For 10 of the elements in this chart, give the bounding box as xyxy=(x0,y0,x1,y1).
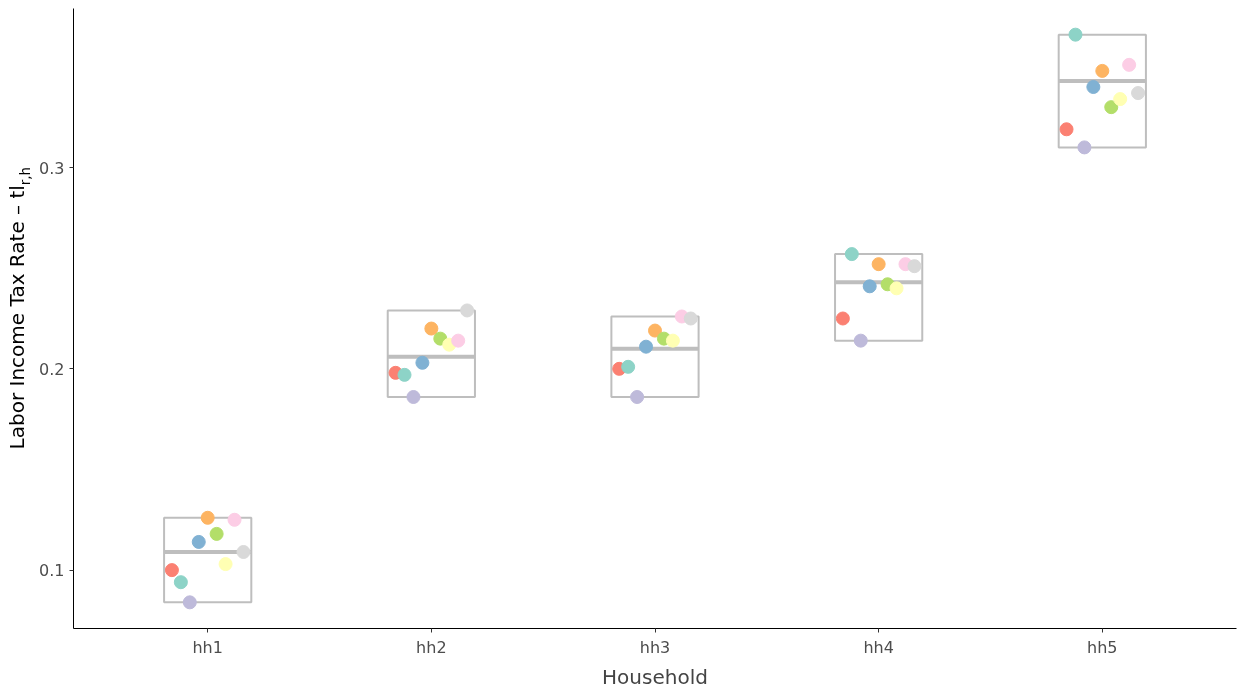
y-tick-label: 0.2 xyxy=(39,359,65,379)
x-tick-label: hh5 xyxy=(1087,637,1118,657)
y-axis-title: Labor Income Tax Rate – tlr,h xyxy=(4,167,34,450)
x-axis-title: Household xyxy=(602,664,708,689)
x-tick-label: hh2 xyxy=(416,637,447,657)
x-tick-label: hh1 xyxy=(192,637,223,657)
x-tick-label: hh4 xyxy=(863,637,894,657)
x-tick-label: hh3 xyxy=(639,637,671,657)
y-tick-label: 0.3 xyxy=(39,158,65,178)
y-tick-label: 0.1 xyxy=(39,561,65,581)
